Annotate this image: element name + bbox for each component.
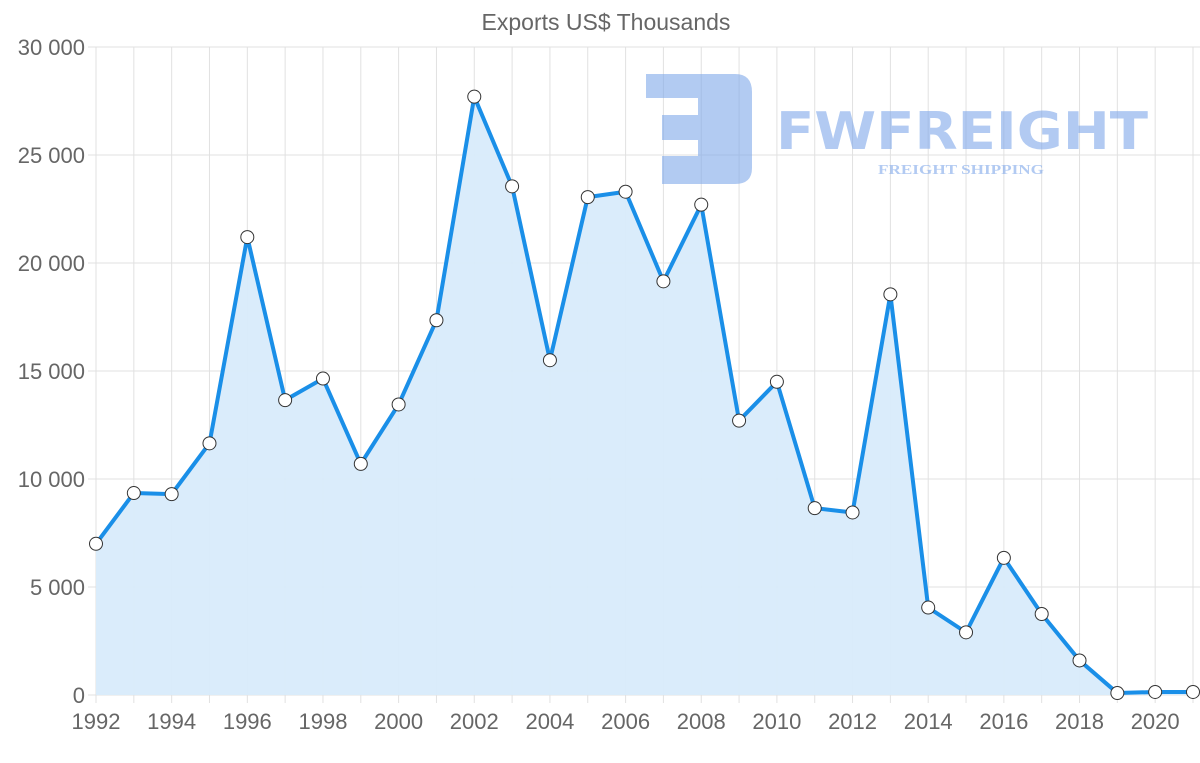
x-tick-label: 2018: [1055, 709, 1104, 734]
x-tick-label: 2010: [752, 709, 801, 734]
data-point-1996[interactable]: [240, 230, 255, 245]
watermark-brand: FWFREIGHT: [776, 102, 1149, 162]
x-tick-label: 2002: [450, 709, 499, 734]
data-point-2010[interactable]: [769, 374, 784, 389]
y-axis: 0 5 000 10 000 15 000 20 000 25 000 30 000: [18, 35, 85, 708]
data-point-markers: [89, 89, 1200, 701]
data-point-2017[interactable]: [1034, 607, 1049, 621]
x-tick-label: 2012: [828, 709, 877, 734]
data-point-2018[interactable]: [1072, 653, 1087, 668]
data-point-1994[interactable]: [164, 487, 179, 502]
chart-title: Exports US$ Thousands: [482, 9, 731, 35]
data-point-2005[interactable]: [580, 190, 595, 205]
data-point-2014[interactable]: [921, 600, 936, 615]
y-tick-label: 10 000: [18, 467, 85, 492]
x-tick-label: 1998: [298, 709, 347, 734]
x-tick-label: 2006: [601, 709, 650, 734]
data-point-1995[interactable]: [202, 436, 217, 451]
x-tick-label: 1992: [72, 709, 121, 734]
data-point-2007[interactable]: [656, 274, 671, 289]
data-point-2003[interactable]: [505, 179, 520, 194]
data-point-2000[interactable]: [391, 397, 406, 412]
x-tick-label: 2000: [374, 709, 423, 734]
x-tick-label: 1994: [147, 709, 196, 734]
x-tick-label: 2020: [1131, 709, 1180, 734]
data-point-2020[interactable]: [1148, 684, 1163, 699]
watermark-tagline: FREIGHT SHIPPING: [878, 163, 1044, 178]
data-point-2008[interactable]: [694, 197, 709, 212]
x-tick-label: 2008: [677, 709, 726, 734]
area-fill: [96, 96, 1193, 696]
data-point-2006[interactable]: [618, 184, 633, 199]
data-point-2021[interactable]: [1186, 684, 1200, 699]
fwfreight-logo-icon: [646, 74, 752, 184]
data-point-2004[interactable]: [542, 353, 557, 368]
data-point-2013[interactable]: [883, 287, 898, 302]
x-axis: 1992 1994 1996 1998 2000 2002 2004 2006 2008 2010…: [72, 709, 1180, 734]
data-point-1999[interactable]: [353, 456, 368, 471]
data-point-2015[interactable]: [959, 625, 974, 640]
data-point-2019[interactable]: [1110, 686, 1125, 701]
x-tick-label: 1996: [223, 709, 272, 734]
y-tick-label: 25 000: [18, 143, 85, 168]
series-line: [94, 94, 1193, 696]
data-point-2001[interactable]: [429, 313, 444, 328]
x-tick-label: 2004: [525, 709, 574, 734]
y-tick-label: 5 000: [30, 575, 85, 600]
x-tick-label: 2014: [904, 709, 953, 734]
data-point-1998[interactable]: [315, 371, 330, 386]
y-tick-label: 30 000: [18, 35, 85, 60]
data-point-2011[interactable]: [807, 501, 822, 516]
y-tick-label: 15 000: [18, 359, 85, 384]
y-tick-label: 20 000: [18, 251, 85, 276]
data-point-2009[interactable]: [732, 413, 747, 428]
x-tick-label: 2016: [979, 709, 1028, 734]
data-point-2016[interactable]: [996, 550, 1011, 565]
fwfreight-watermark: FWFREIGHT FREIGHT SHIPPING: [646, 74, 1149, 184]
data-point-2002[interactable]: [467, 89, 482, 104]
data-point-1997[interactable]: [278, 393, 293, 408]
data-point-1993[interactable]: [126, 486, 141, 501]
data-point-1992[interactable]: [89, 536, 103, 551]
y-tick-label: 0: [73, 683, 85, 708]
data-point-2012[interactable]: [845, 505, 860, 520]
